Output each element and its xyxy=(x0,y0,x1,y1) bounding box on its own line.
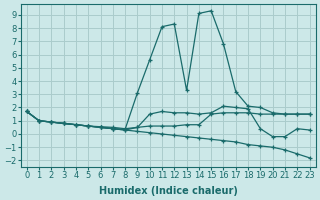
X-axis label: Humidex (Indice chaleur): Humidex (Indice chaleur) xyxy=(99,186,237,196)
